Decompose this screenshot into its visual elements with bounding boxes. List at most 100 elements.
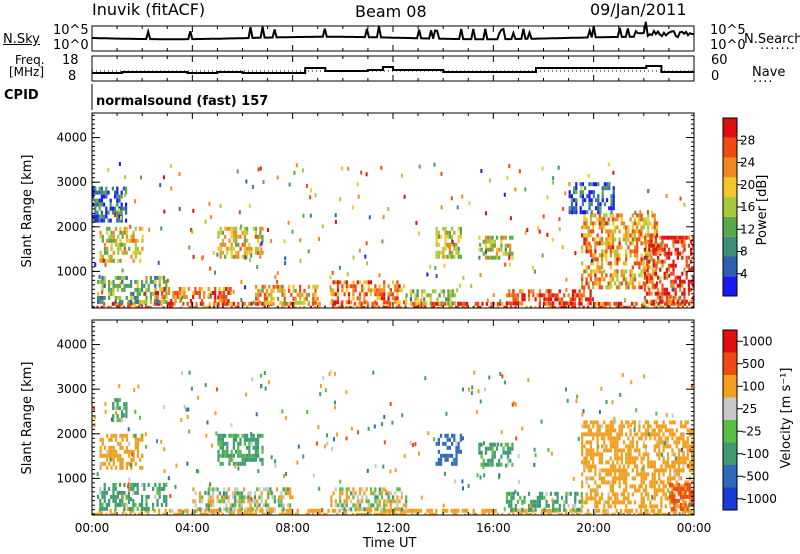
heatmap-cell (249, 491, 252, 496)
heatmap-cell (486, 298, 489, 303)
heatmap-cell (127, 506, 130, 511)
heatmap-cell (352, 503, 355, 508)
heatmap-cell (221, 461, 224, 466)
heatmap-cell (658, 444, 661, 449)
heatmap-cell (589, 293, 592, 298)
heatmap-cell (228, 301, 231, 306)
heatmap-cell (603, 186, 606, 191)
heatmap-cell (688, 503, 691, 508)
heatmap-cell (232, 445, 235, 450)
heatmap-cell (328, 372, 331, 376)
heatmap-cell (489, 235, 492, 240)
heatmap-cell (243, 512, 246, 515)
heatmap-cell (383, 296, 386, 301)
heatmap-cell (437, 254, 440, 259)
heatmap-cell (103, 453, 107, 458)
heatmap-cell (661, 291, 664, 296)
heatmap-cell (607, 460, 610, 465)
heatmap-cell (585, 265, 588, 270)
heatmap-cell (616, 432, 619, 437)
heatmap-cell (268, 284, 271, 289)
heatmap-cell (283, 300, 286, 305)
heatmap-cell (644, 221, 648, 226)
heatmap-cell (459, 230, 462, 235)
heatmap-cell (230, 305, 233, 308)
heatmap-cell (691, 432, 694, 437)
heatmap-cell (129, 224, 132, 229)
heatmap-cell (292, 284, 295, 289)
heatmap-cell (290, 512, 293, 515)
heatmap-cell (444, 254, 447, 259)
heatmap-cell (677, 476, 681, 481)
heatmap-cell (391, 296, 395, 301)
heatmap-cell (297, 444, 300, 449)
heatmap-cell (578, 305, 581, 308)
heatmap-cell (118, 162, 121, 167)
heatmap-cell (478, 446, 481, 451)
heatmap-cell (444, 230, 447, 235)
heatmap-cell (114, 433, 118, 438)
heatmap-cell (229, 507, 232, 512)
heatmap-cell (625, 285, 628, 290)
heatmap-cell (299, 238, 302, 243)
heatmap-cell (530, 499, 533, 504)
heatmap-cell (609, 444, 612, 449)
heatmap-cell (198, 287, 201, 291)
heatmap-cell (558, 507, 561, 512)
heatmap-cell (536, 495, 539, 500)
heatmap-cell (261, 301, 264, 306)
heatmap-cell (659, 259, 662, 264)
heatmap-cell (607, 233, 610, 238)
heatmap-cell (248, 242, 251, 247)
heatmap-cell (661, 283, 664, 288)
heatmap-cell (690, 279, 693, 284)
heatmap-cell (621, 373, 624, 378)
heatmap-cell (683, 512, 686, 515)
heatmap-cell (275, 487, 279, 492)
heatmap-cell (666, 444, 670, 449)
heatmap-cell (228, 453, 231, 458)
heatmap-cell (504, 442, 507, 447)
heatmap-cell (661, 305, 664, 308)
heatmap-cell (453, 230, 456, 235)
heatmap-cell (221, 437, 224, 442)
heatmap-cell (96, 512, 99, 515)
heatmap-cell (527, 491, 531, 496)
heatmap-cell (614, 237, 617, 242)
power-heatmap (92, 162, 694, 308)
heatmap-cell (652, 251, 655, 256)
heatmap-cell (653, 460, 656, 465)
heatmap-cell (251, 185, 254, 189)
heatmap-cell (511, 442, 514, 447)
heatmap-cell (453, 301, 457, 306)
heatmap-cell (230, 423, 233, 428)
heatmap-cell (629, 484, 632, 489)
heatmap-cell (496, 301, 499, 306)
heatmap-cell (669, 504, 672, 509)
heatmap-cell (583, 432, 586, 437)
heatmap-cell (235, 461, 238, 466)
heatmap-cell (257, 234, 260, 239)
heatmap-cell (489, 462, 492, 467)
heatmap-cell (350, 284, 353, 289)
heatmap-cell (538, 491, 542, 496)
heatmap-cell (446, 230, 449, 235)
heatmap-cell (569, 491, 572, 496)
heatmap-cell (646, 291, 649, 296)
heatmap-cell (611, 237, 615, 242)
heatmap-cell (636, 448, 639, 453)
heatmap-cell (653, 492, 656, 497)
heatmap-cell (519, 301, 522, 306)
heatmap-cell (609, 440, 612, 445)
heatmap-cell (607, 162, 610, 167)
heatmap-cell (369, 491, 373, 496)
heatmap-cell (245, 495, 248, 500)
heatmap-cell (241, 433, 244, 438)
heatmap-cell (597, 206, 600, 211)
heatmap-cell (633, 217, 637, 222)
heatmap-cell (677, 452, 681, 457)
heatmap-cell (618, 432, 621, 437)
heatmap-cell (574, 293, 577, 298)
heatmap-cell (450, 196, 453, 201)
heatmap-cell (99, 299, 102, 304)
